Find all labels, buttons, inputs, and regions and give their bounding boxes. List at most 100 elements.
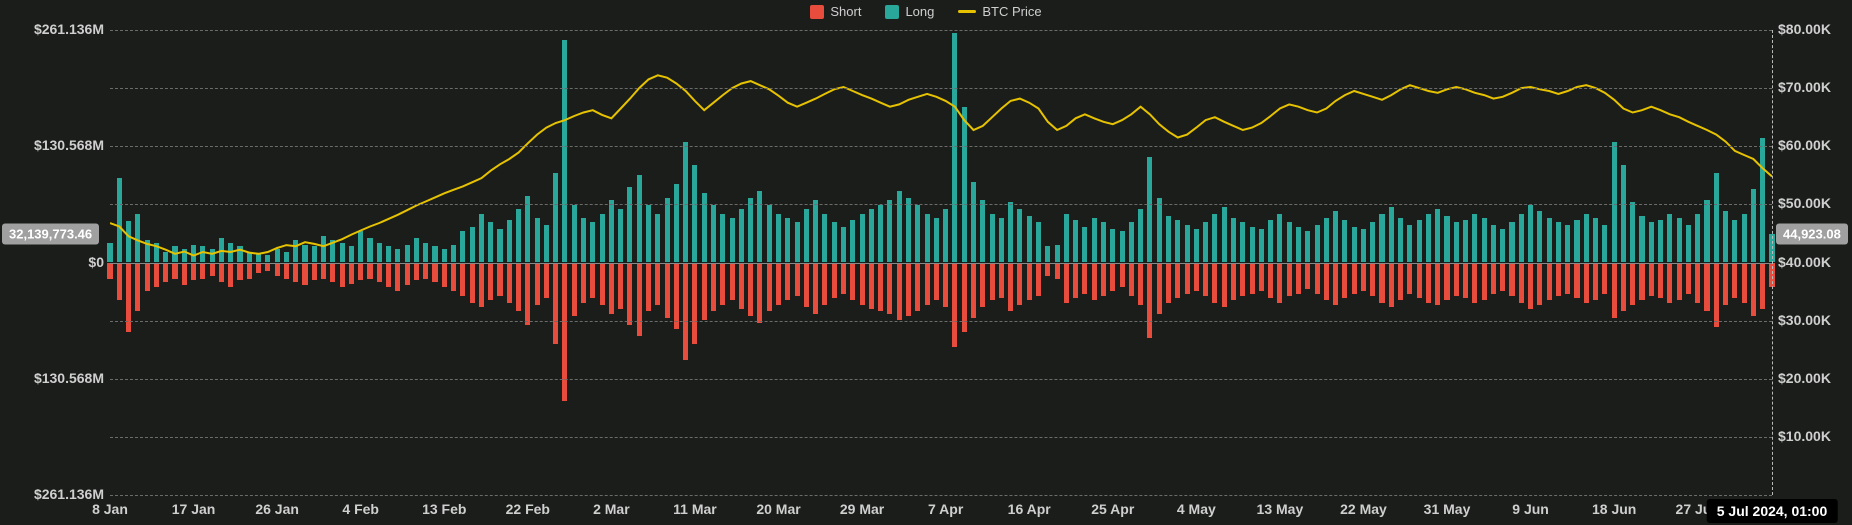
bar-short bbox=[1500, 263, 1505, 291]
bar-short bbox=[265, 263, 270, 272]
bar-short bbox=[451, 263, 456, 291]
bar-short bbox=[1630, 263, 1635, 306]
y-left-tick: $130.568M bbox=[34, 370, 104, 386]
bar-short bbox=[1398, 263, 1403, 300]
right-current-badge: 44,923.08 bbox=[1776, 223, 1848, 244]
bar-long bbox=[1612, 142, 1617, 262]
bar-long bbox=[302, 245, 307, 263]
bar-long bbox=[479, 214, 484, 263]
bar-short bbox=[358, 263, 363, 281]
legend: Short Long BTC Price bbox=[0, 4, 1852, 19]
bar-short bbox=[1751, 263, 1756, 316]
x-tick: 22 May bbox=[1340, 501, 1387, 517]
bar-long bbox=[1639, 216, 1644, 262]
bar-short bbox=[1017, 263, 1022, 306]
bar-long bbox=[1454, 222, 1459, 262]
x-tick: 13 May bbox=[1257, 501, 1304, 517]
bar-short bbox=[860, 263, 865, 306]
bar-short bbox=[1556, 263, 1561, 297]
bar-short bbox=[1574, 263, 1579, 299]
bar-long bbox=[785, 218, 790, 263]
bar-long bbox=[1212, 214, 1217, 263]
bar-long bbox=[646, 205, 651, 263]
bar-long bbox=[275, 249, 280, 262]
bar-long bbox=[1649, 222, 1654, 262]
y-right-tick: $20.00K bbox=[1778, 370, 1831, 386]
bar-short bbox=[711, 263, 716, 312]
x-tick: 4 Feb bbox=[342, 501, 379, 517]
bar-short bbox=[1695, 263, 1700, 303]
bar-short bbox=[572, 263, 577, 316]
bar-long bbox=[1296, 227, 1301, 263]
bar-long bbox=[1602, 225, 1607, 262]
bar-long bbox=[999, 218, 1004, 263]
bar-long bbox=[516, 209, 521, 262]
bar-long bbox=[804, 209, 809, 262]
bar-long bbox=[312, 246, 317, 262]
bar-long bbox=[600, 214, 605, 263]
bar-short bbox=[915, 263, 920, 312]
bar-short bbox=[1426, 263, 1431, 303]
bar-short bbox=[460, 263, 465, 297]
bar-short bbox=[934, 263, 939, 300]
bar-long bbox=[1027, 216, 1032, 262]
bar-long bbox=[1491, 225, 1496, 262]
legend-item[interactable]: BTC Price bbox=[958, 4, 1041, 19]
bar-long bbox=[860, 214, 865, 263]
legend-item[interactable]: Short bbox=[810, 4, 861, 19]
bar-long bbox=[405, 245, 410, 263]
bar-long bbox=[525, 196, 530, 263]
bar-long bbox=[1472, 214, 1477, 263]
bar-short bbox=[1742, 263, 1747, 303]
bar-long bbox=[1147, 157, 1152, 262]
bar-short bbox=[1250, 263, 1255, 294]
bar-long bbox=[1342, 220, 1347, 263]
x-tick: 22 Feb bbox=[506, 501, 550, 517]
bar-long bbox=[293, 240, 298, 262]
bar-long bbox=[674, 184, 679, 262]
bar-long bbox=[1240, 222, 1245, 262]
bar-long bbox=[1203, 222, 1208, 262]
bar-short bbox=[386, 263, 391, 288]
bar-long bbox=[1482, 218, 1487, 263]
bar-short bbox=[925, 263, 930, 306]
bar-short bbox=[692, 263, 697, 345]
bar-long bbox=[1574, 220, 1579, 263]
bar-long bbox=[386, 246, 391, 262]
bar-long bbox=[1017, 209, 1022, 262]
bar-long bbox=[395, 249, 400, 262]
bar-long bbox=[1621, 165, 1626, 263]
x-tick: 9 Jun bbox=[1512, 501, 1549, 517]
bar-short bbox=[1138, 263, 1143, 306]
bar-short bbox=[1194, 263, 1199, 291]
bar-long bbox=[590, 222, 595, 262]
bar-long bbox=[655, 214, 660, 263]
left-current-badge: 32,139,773.46 bbox=[2, 223, 99, 244]
bar-long bbox=[757, 191, 762, 262]
y-right-tick: $70.00K bbox=[1778, 79, 1831, 95]
bar-long bbox=[683, 142, 688, 262]
bar-long bbox=[1723, 211, 1728, 263]
y-left-tick: $261.136M bbox=[34, 486, 104, 502]
x-tick: 31 May bbox=[1424, 501, 1471, 517]
bar-long bbox=[1667, 214, 1672, 263]
bar-long bbox=[1324, 218, 1329, 263]
bar-short bbox=[535, 263, 540, 306]
bar-short bbox=[1491, 263, 1496, 294]
x-tick: 7 Apr bbox=[928, 501, 963, 517]
bar-long bbox=[247, 252, 252, 263]
bar-short bbox=[1370, 263, 1375, 297]
bar-long bbox=[897, 191, 902, 262]
bar-short bbox=[1324, 263, 1329, 300]
bar-short bbox=[776, 263, 781, 306]
y-left-tick: $130.568M bbox=[34, 137, 104, 153]
bar-long bbox=[1045, 246, 1050, 262]
bar-short bbox=[1667, 263, 1672, 303]
legend-item[interactable]: Long bbox=[885, 4, 934, 19]
bar-short bbox=[637, 263, 642, 336]
bar-short bbox=[822, 263, 827, 306]
chart-plot bbox=[110, 30, 1772, 495]
bar-short bbox=[952, 263, 957, 348]
bar-short bbox=[1222, 263, 1227, 308]
bar-long bbox=[990, 214, 995, 263]
